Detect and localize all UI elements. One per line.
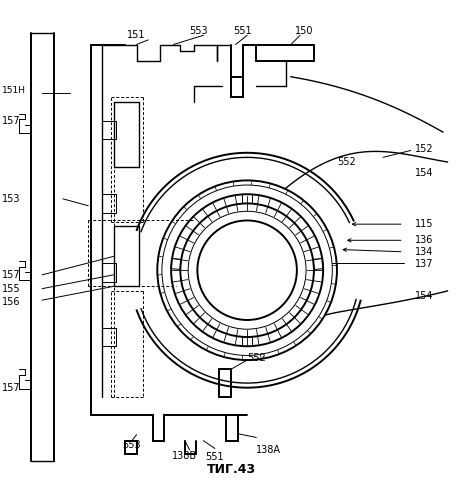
Text: 553: 553 <box>189 26 208 36</box>
Text: 157: 157 <box>1 383 20 393</box>
Text: 138B: 138B <box>172 451 197 461</box>
Text: 153: 153 <box>1 194 20 204</box>
Text: 155: 155 <box>1 283 20 293</box>
Text: 552: 552 <box>247 353 266 363</box>
Text: 151H: 151H <box>1 86 25 95</box>
Text: 137: 137 <box>415 259 434 269</box>
Text: 150: 150 <box>295 26 314 36</box>
Text: 115: 115 <box>415 219 434 229</box>
Text: 157: 157 <box>1 116 20 126</box>
Text: 134: 134 <box>415 247 434 257</box>
Text: 136: 136 <box>415 236 434 246</box>
Text: 552: 552 <box>337 157 356 167</box>
Text: 551: 551 <box>233 26 252 36</box>
Text: 157: 157 <box>1 270 20 280</box>
Text: ΤИГ.43: ΤИГ.43 <box>207 463 255 476</box>
Text: 156: 156 <box>1 297 20 307</box>
Text: 553: 553 <box>122 440 141 450</box>
Text: 138A: 138A <box>256 445 281 455</box>
Text: 551: 551 <box>206 452 224 462</box>
Text: 151: 151 <box>128 30 146 40</box>
Text: 154: 154 <box>415 169 434 179</box>
Text: 154: 154 <box>415 290 434 300</box>
Text: 152: 152 <box>415 144 434 154</box>
Circle shape <box>197 221 297 320</box>
